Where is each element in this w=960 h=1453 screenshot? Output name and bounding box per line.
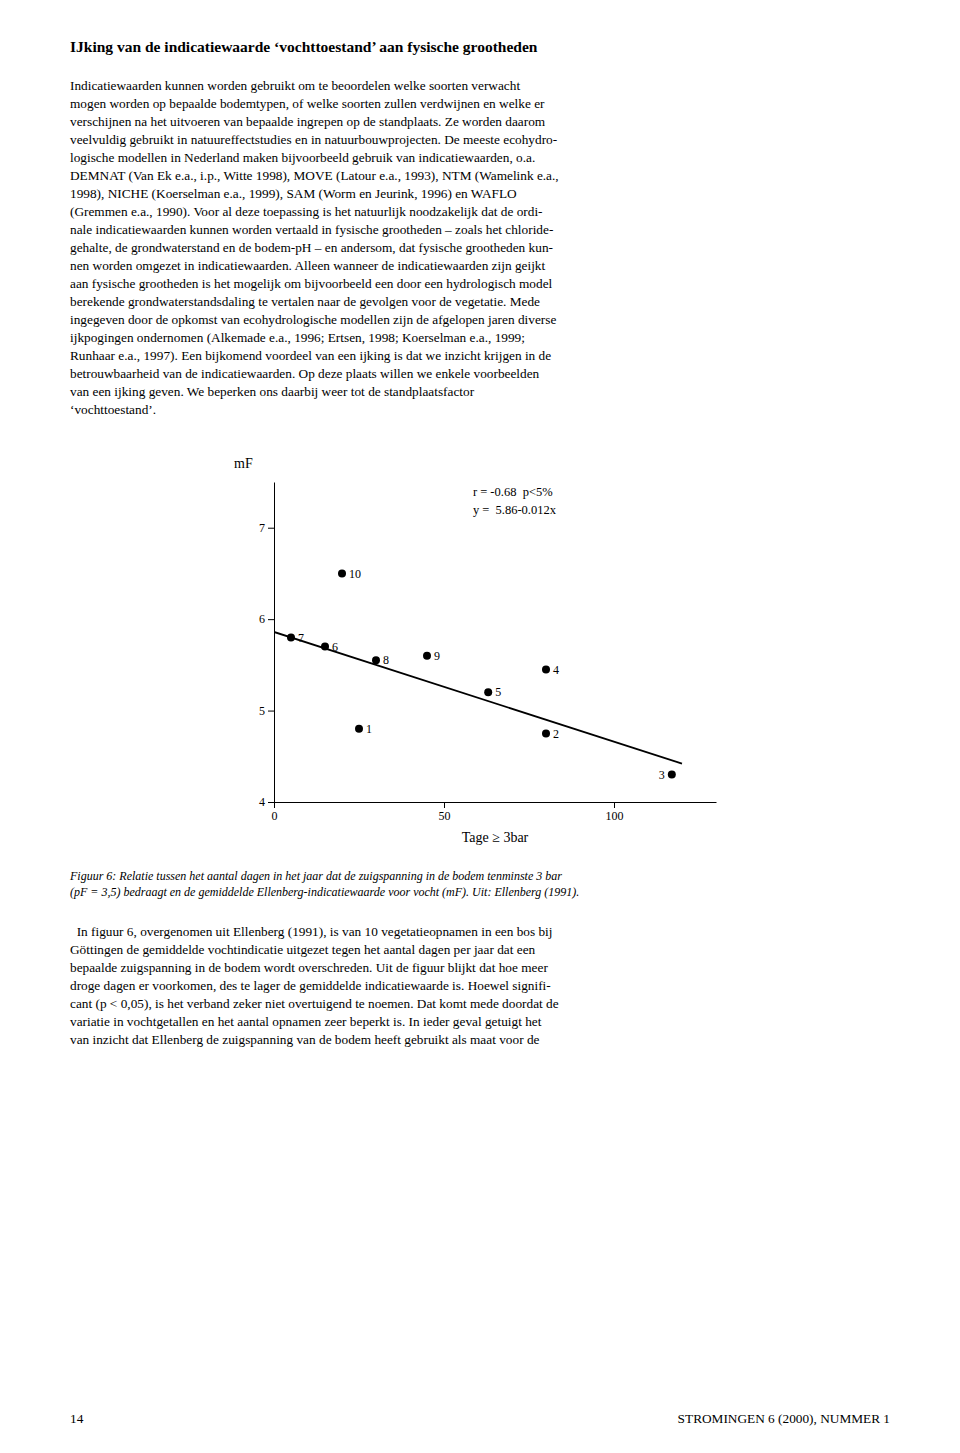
x-tick-mark xyxy=(444,802,445,808)
point-label: 2 xyxy=(553,727,559,741)
caption: Figuur 6: Relatie tussen het aantal dage… xyxy=(69,869,579,899)
text-line: droge dagen er voorkomen, des te lager d… xyxy=(70,978,551,993)
text-line: STROMINGEN 6 (2000), NUMMER 1 xyxy=(678,1411,890,1426)
y-tick-label: 4 xyxy=(259,795,265,809)
y-axis: 4 5 6 7 xyxy=(259,483,275,810)
point-label: 6 xyxy=(332,640,338,654)
text-line: Runhaar e.a., 1997). Een bijkomend voord… xyxy=(70,348,551,363)
text-line: cant (p < 0,05), is het verband zeker ni… xyxy=(70,996,559,1011)
title: IJking van de indicatiewaarde ‘vochttoes… xyxy=(70,38,538,55)
text-line: 1998), NICHE (Koerselman e.a., 1999), SA… xyxy=(70,186,517,201)
y-tick-mark xyxy=(268,528,274,529)
page: IJking van de indicatiewaarde ‘vochttoes… xyxy=(0,0,960,1453)
scatter-point xyxy=(484,688,492,696)
point-label: 9 xyxy=(434,649,440,663)
scatter-point xyxy=(423,652,431,660)
text-line: aan fysische grootheden is het mogelijk … xyxy=(70,276,553,291)
y-tick-mark xyxy=(268,711,274,712)
x-tick: 0 xyxy=(272,802,278,823)
text-line: van inzicht dat Ellenberg de zuigspannin… xyxy=(70,1032,540,1047)
annotation: y = 5.86-0.012x xyxy=(473,503,557,517)
scatter-point xyxy=(355,725,363,733)
text-line: logische modellen in Nederland maken bij… xyxy=(70,150,535,165)
body-text: Indicatiewaarden kunnen worden gebruikt … xyxy=(70,78,559,417)
y-tick-label: 7 xyxy=(259,521,265,535)
y-tick-mark xyxy=(268,802,274,803)
text-line: 14 xyxy=(70,1411,84,1426)
y-tick: 6 xyxy=(259,612,274,626)
x-tick: 50 xyxy=(439,802,451,823)
y-tick: 7 xyxy=(259,521,274,535)
text-line: bepaalde zuigspanning in de bodem wordt … xyxy=(70,960,548,975)
text-line: ‘vochttoestand’. xyxy=(70,402,156,417)
scatter-point xyxy=(542,729,550,737)
x-tick-mark xyxy=(614,802,615,808)
text-line: Indicatiewaarden kunnen worden gebruikt … xyxy=(70,78,520,93)
point-label: 4 xyxy=(553,663,559,677)
regression-line xyxy=(274,632,682,764)
x-tick: 100 xyxy=(606,802,624,823)
text-line: gehalte, de grondwaterstand en de bodem-… xyxy=(70,240,553,255)
text-line: van een ijking geven. We beperken ons da… xyxy=(70,384,475,399)
text-line: (pF = 3,5) bedraagt en de gemiddelde Ell… xyxy=(70,885,579,899)
text-line: Figuur 6: Relatie tussen het aantal dage… xyxy=(69,869,562,883)
x-tick-label: 100 xyxy=(606,809,624,823)
text-line: ingegeven door de opkomst van ecohydrolo… xyxy=(70,312,556,327)
text-line: berekende grondwaterstandsdaling te vert… xyxy=(70,294,540,309)
x-tick-label: 0 xyxy=(272,809,278,823)
y-tick-label: 5 xyxy=(259,704,265,718)
point-labels: 7 6 8 9 5 4 10 1 2 3 xyxy=(298,567,665,782)
scatter-point xyxy=(542,665,550,673)
text-line: (Gremmen e.a., 1990). Voor al deze toepa… xyxy=(70,204,543,219)
text-line: DEMNAT (Van Ek e.a., i.p., Witte 1998), … xyxy=(70,168,559,183)
x-axis-label: Tage ≥ 3bar xyxy=(462,830,529,845)
footer: STROMINGEN 6 (2000), NUMMER 1 xyxy=(678,1411,890,1426)
text-line: betrouwbaarheid van de indicatiewaarden.… xyxy=(70,366,540,381)
text-line: ijkpogingen ondernomen (Alkemade e.a., 1… xyxy=(70,330,525,345)
y-tick-mark xyxy=(268,619,274,620)
x-axis: 0 50 100 xyxy=(272,802,717,823)
text-line: verschijnen na het uitvoeren van bepaald… xyxy=(70,114,546,129)
text-line: In figuur 6, overgenomen uit Ellenberg (… xyxy=(70,924,553,939)
point-label: 5 xyxy=(495,685,501,699)
text-line: nale indicatiewaarden kunnen worden vert… xyxy=(70,222,553,237)
text-line: veelvuldig gebruikt in natuureffectstudi… xyxy=(70,132,557,147)
annotation: r = -0.68 p<5% xyxy=(473,485,553,499)
body-text: In figuur 6, overgenomen uit Ellenberg (… xyxy=(70,924,559,1047)
y-tick: 5 xyxy=(259,704,274,718)
x-tick-label: 50 xyxy=(439,809,451,823)
point-label: 1 xyxy=(366,722,372,736)
text-line: mogen worden op bepaalde bodemtypen, of … xyxy=(70,96,545,111)
text-line: variatie in vochtgetallen en het aantal … xyxy=(70,1014,542,1029)
background xyxy=(0,0,960,1453)
point-label: 3 xyxy=(659,768,665,782)
scatter-point xyxy=(338,569,346,577)
point-label: 10 xyxy=(349,567,361,581)
text-line: nen worden omgezet in indicatiewaarden. … xyxy=(70,258,545,273)
y-axis-label: mF xyxy=(234,456,253,471)
x-tick-mark xyxy=(274,802,275,808)
plot-area xyxy=(274,569,682,778)
y-tick: 4 xyxy=(259,795,274,809)
x-axis-line xyxy=(275,802,717,803)
point-label: 8 xyxy=(383,653,389,667)
y-axis-line xyxy=(274,483,275,803)
text-line: IJking van de indicatiewaarde ‘vochttoes… xyxy=(70,38,538,55)
footer: 14 xyxy=(70,1411,84,1426)
scatter-point xyxy=(668,771,676,779)
point-label: 7 xyxy=(298,631,304,645)
y-tick-label: 6 xyxy=(259,612,265,626)
text-line: Göttingen de gemiddelde vochtindicatie u… xyxy=(70,942,536,957)
